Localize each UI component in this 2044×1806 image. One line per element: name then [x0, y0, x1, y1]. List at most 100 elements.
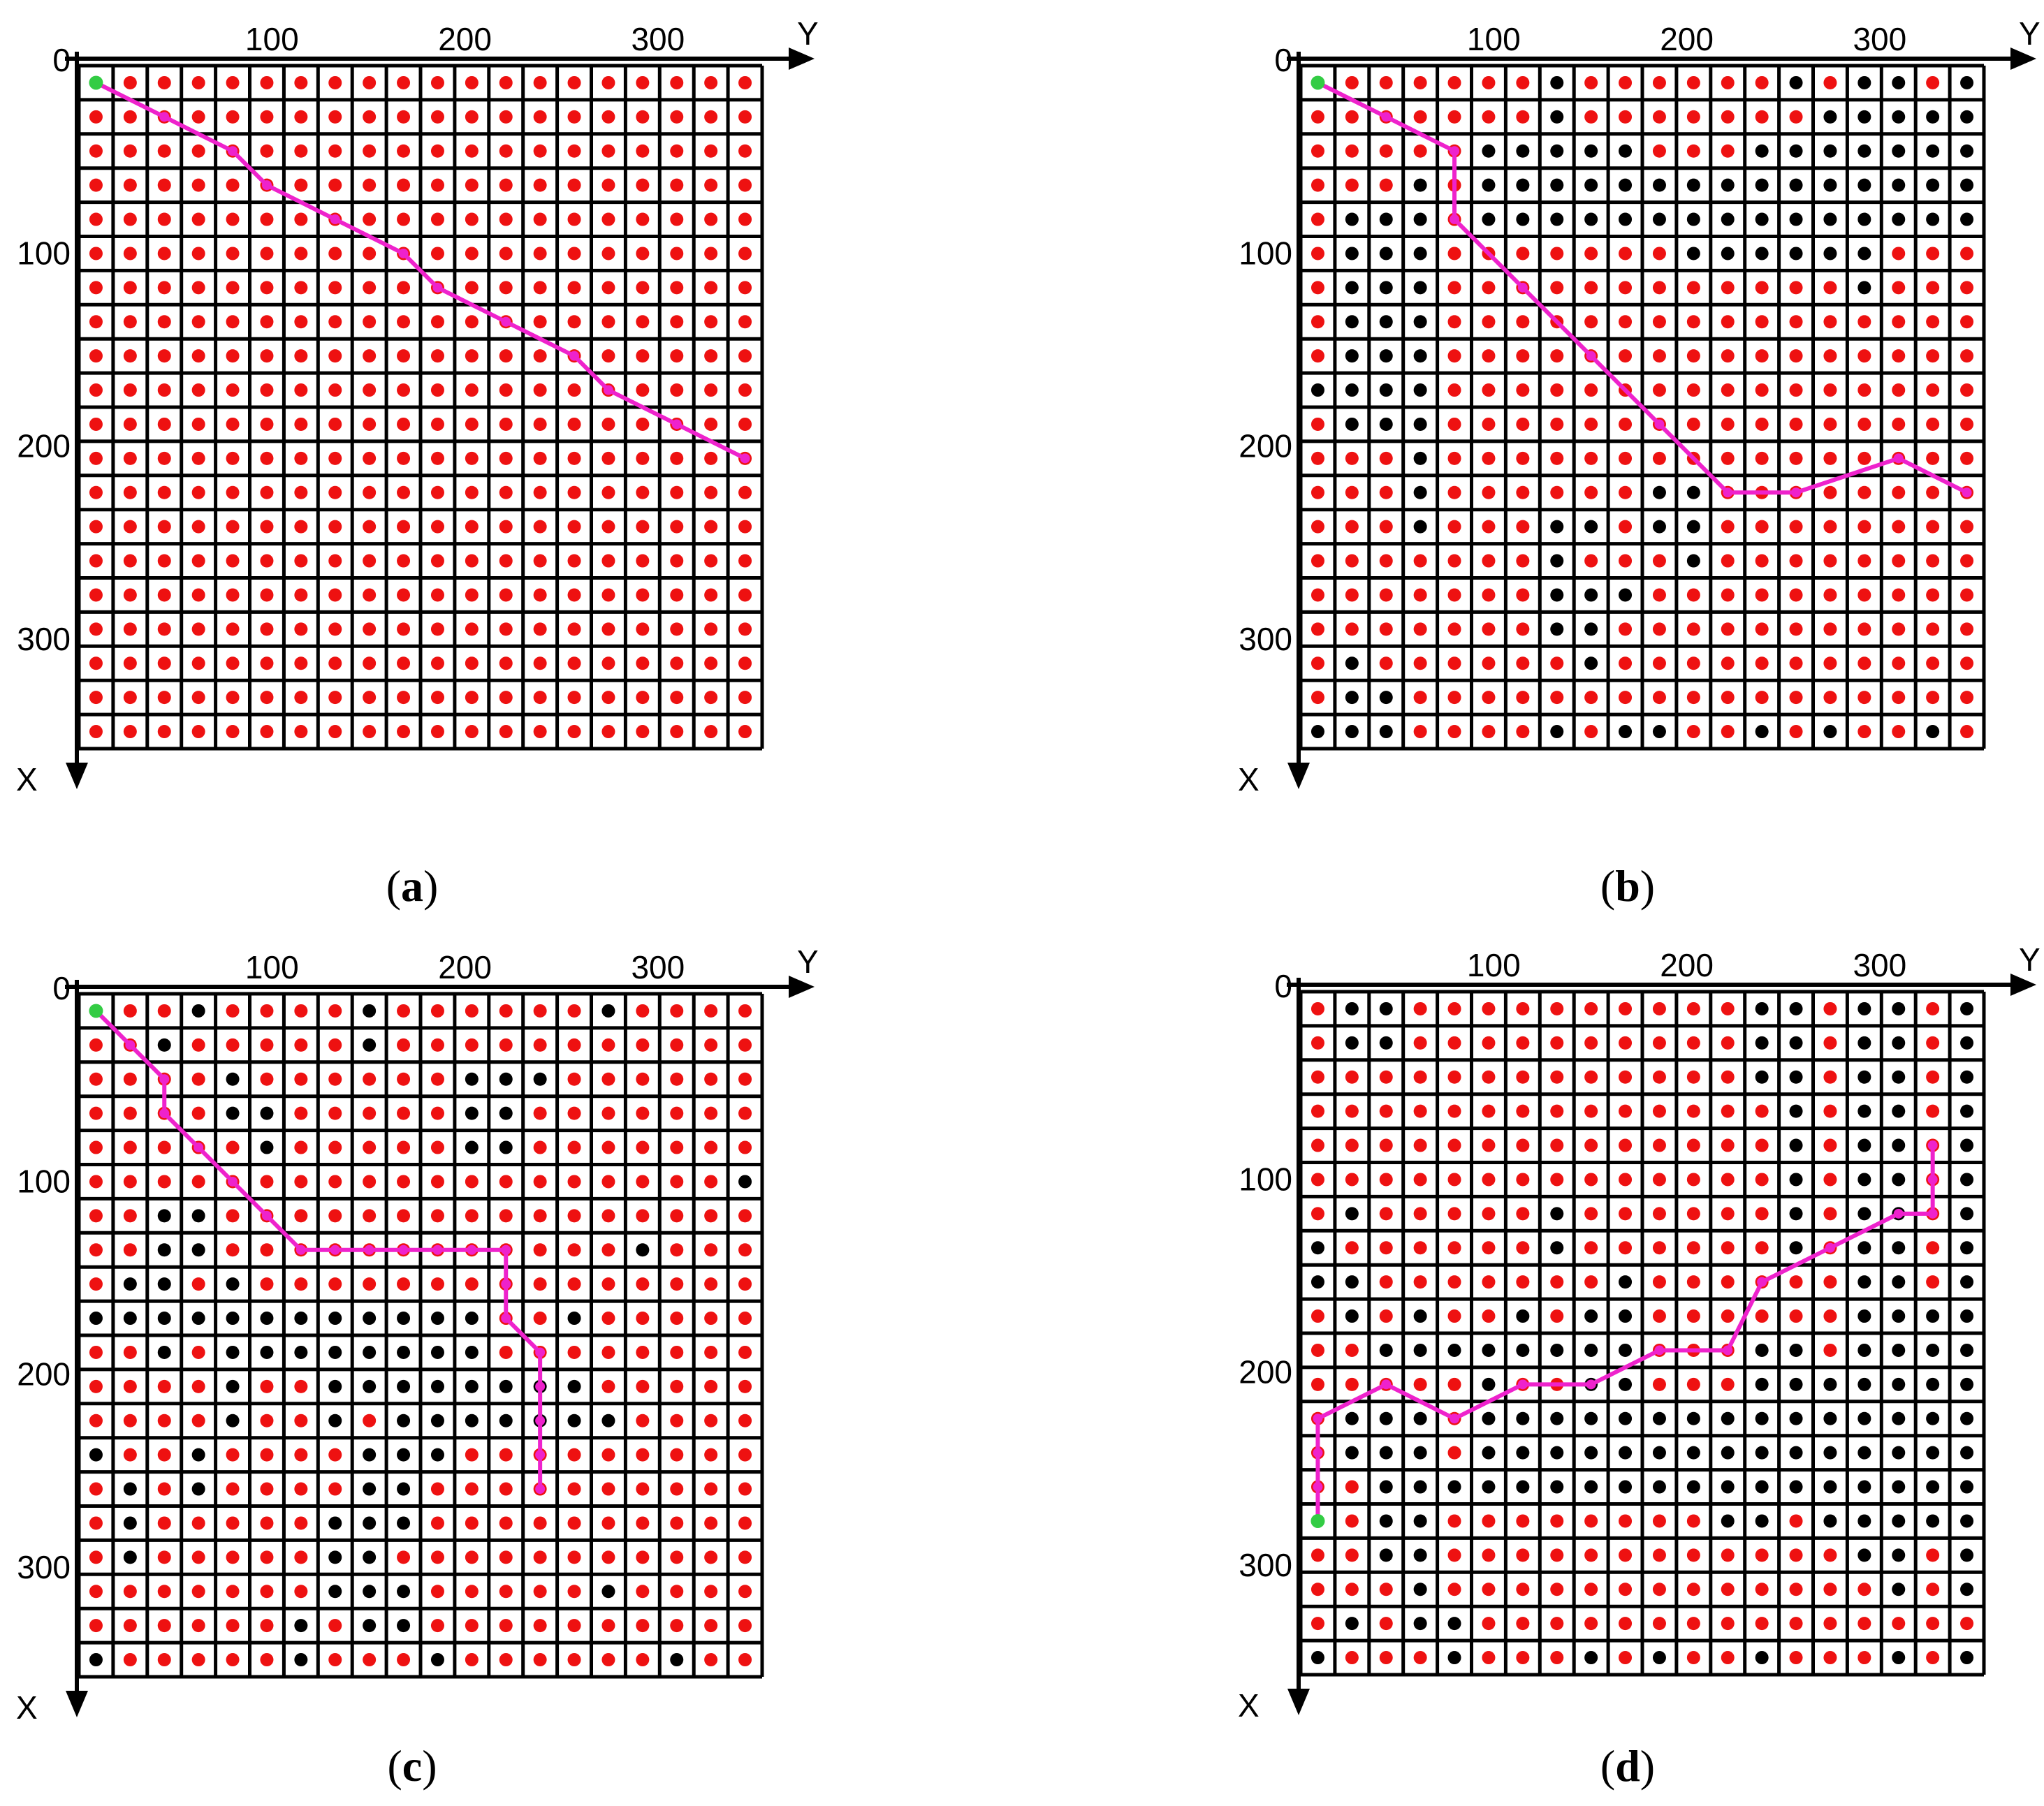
free-node	[294, 1106, 308, 1120]
free-node	[260, 1038, 274, 1052]
free-node	[1550, 1104, 1564, 1118]
free-node	[157, 349, 171, 363]
path-point	[1757, 1277, 1767, 1287]
obstacle-node	[1926, 1514, 1940, 1528]
free-node	[1482, 1036, 1496, 1050]
free-node	[1652, 1275, 1666, 1289]
free-node	[636, 383, 650, 397]
free-node	[636, 110, 650, 124]
free-node	[1413, 1377, 1427, 1391]
free-node	[1686, 1275, 1700, 1289]
free-node	[1379, 1207, 1393, 1221]
free-node	[1619, 1241, 1633, 1255]
free-node	[533, 383, 547, 397]
free-node	[738, 1243, 752, 1257]
obstacle-node	[1447, 1343, 1461, 1357]
obstacle-node	[157, 1243, 171, 1257]
free-node	[328, 110, 342, 124]
free-node	[191, 588, 205, 602]
obstacle-node	[1550, 520, 1564, 534]
free-node	[1721, 622, 1735, 636]
free-node	[567, 1106, 581, 1120]
obstacle-node	[1379, 212, 1393, 226]
obstacle-node	[260, 1106, 274, 1120]
free-node	[1550, 1583, 1564, 1596]
x-tick-label: 0	[1274, 968, 1292, 1004]
obstacle-node	[191, 1243, 205, 1257]
free-node	[1584, 1104, 1598, 1118]
free-node	[123, 417, 137, 431]
free-node	[260, 622, 274, 636]
free-node	[1652, 622, 1666, 636]
obstacle-node	[397, 1312, 411, 1326]
free-node	[1652, 1104, 1666, 1118]
free-node	[465, 110, 479, 124]
path-point	[1825, 1242, 1835, 1253]
path-point	[364, 1245, 374, 1255]
free-node	[191, 622, 205, 636]
free-node	[260, 247, 274, 260]
obstacle-node	[1619, 1309, 1633, 1323]
obstacle-node	[363, 1619, 377, 1633]
free-node	[191, 451, 205, 465]
y-tick-label: 100	[245, 949, 299, 985]
obstacle-node	[1379, 1343, 1393, 1357]
free-node	[704, 212, 718, 226]
free-node	[567, 1243, 581, 1257]
free-node	[1516, 1173, 1530, 1187]
free-node	[738, 1619, 752, 1633]
free-node	[1960, 622, 1974, 636]
path-point	[535, 1484, 546, 1495]
free-node	[260, 1414, 274, 1427]
free-node	[328, 144, 342, 158]
free-node	[1550, 1036, 1564, 1050]
free-node	[567, 1209, 581, 1223]
free-node	[670, 1379, 684, 1393]
obstacle-node	[1413, 315, 1427, 329]
free-node	[191, 1175, 205, 1189]
free-node	[1823, 75, 1837, 89]
free-node	[1550, 1070, 1564, 1084]
obstacle-node	[1960, 110, 1974, 124]
free-node	[1721, 1275, 1735, 1289]
free-node	[499, 725, 513, 739]
free-node	[363, 1072, 377, 1086]
x-tick-label: 300	[17, 1549, 71, 1585]
free-node	[157, 144, 171, 158]
free-node	[670, 451, 684, 465]
path-point	[1654, 419, 1665, 430]
obstacle-node	[1652, 725, 1666, 739]
free-node	[1857, 691, 1871, 705]
free-node	[704, 1550, 718, 1564]
free-node	[1652, 1070, 1666, 1084]
free-node	[328, 178, 342, 192]
free-node	[601, 1653, 615, 1667]
free-node	[363, 75, 377, 89]
obstacle-node	[123, 1482, 137, 1496]
free-node	[226, 1653, 240, 1667]
free-node	[533, 212, 547, 226]
free-node	[1550, 691, 1564, 705]
free-node	[738, 1140, 752, 1154]
obstacle-node	[1379, 1001, 1393, 1015]
free-node	[1584, 1138, 1598, 1152]
free-node	[123, 691, 137, 705]
free-node	[1345, 1241, 1359, 1255]
free-node	[430, 144, 444, 158]
free-node	[260, 1004, 274, 1018]
obstacle-node	[499, 1072, 513, 1086]
path-point	[535, 1450, 546, 1460]
free-node	[191, 485, 205, 499]
free-node	[328, 247, 342, 260]
free-node	[601, 691, 615, 705]
free-node	[1447, 1583, 1461, 1596]
free-node	[1652, 1548, 1666, 1562]
free-node	[704, 1448, 718, 1462]
free-node	[397, 178, 411, 192]
free-node	[191, 725, 205, 739]
free-node	[1413, 588, 1427, 602]
obstacle-node	[1857, 1548, 1871, 1562]
free-node	[499, 144, 513, 158]
free-node	[636, 1140, 650, 1154]
free-node	[157, 485, 171, 499]
